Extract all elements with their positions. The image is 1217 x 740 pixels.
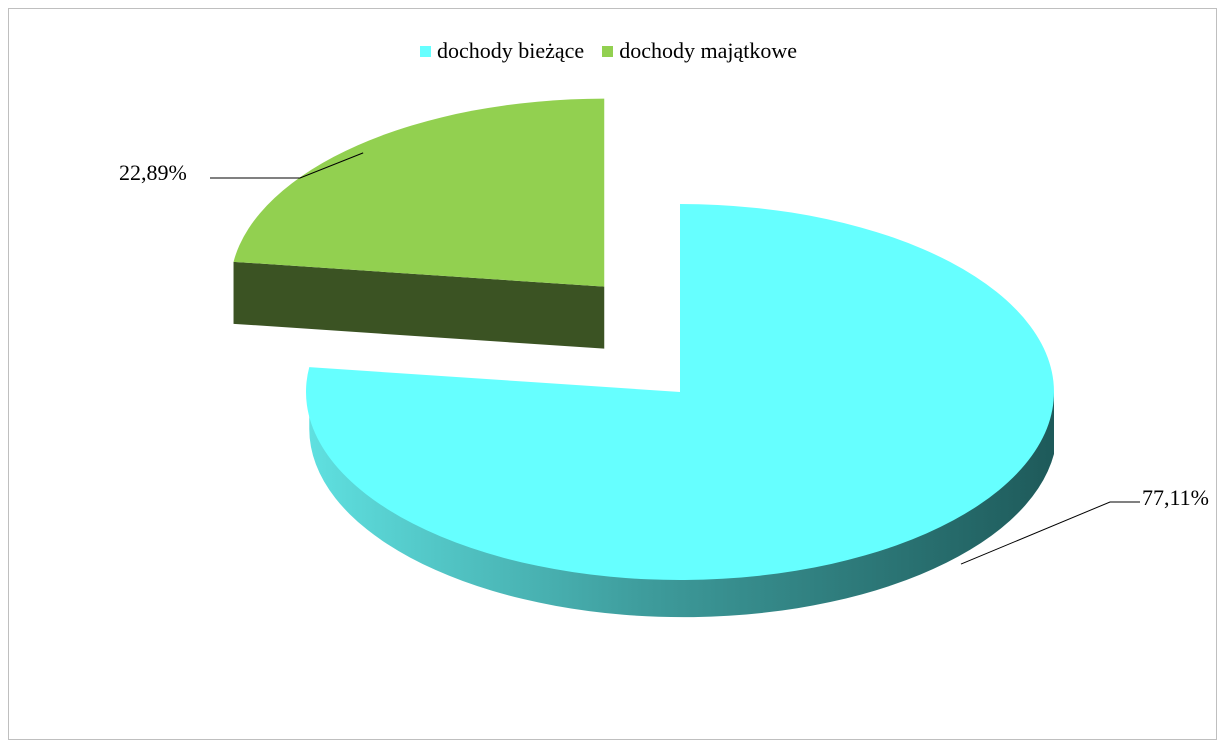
data-label: 77,11% [1142,485,1209,510]
legend-item: dochody bieżące [420,38,584,64]
legend-swatch [420,45,431,57]
pie-slice [305,204,1055,580]
pie-slice [233,98,605,287]
legend-label: dochody bieżące [437,38,585,63]
pie-slice-side [233,261,605,349]
leader-line [960,501,1140,565]
legend: dochody bieżące dochody majątkowe [0,38,1217,64]
legend-label: dochody majątkowe [619,38,797,63]
legend-item: dochody majątkowe [602,38,797,64]
data-label: 22,89% [119,160,187,185]
leader-line [210,152,364,179]
legend-swatch [602,45,614,57]
